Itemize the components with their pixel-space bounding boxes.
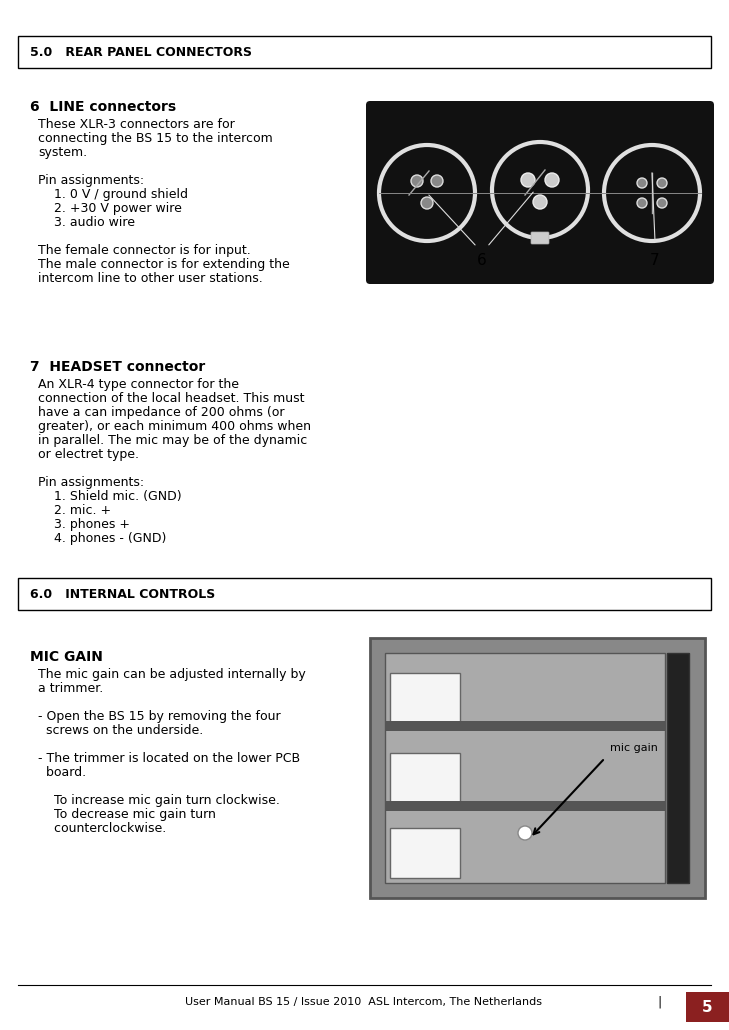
Text: |: | xyxy=(658,996,662,1008)
Text: counterclockwise.: counterclockwise. xyxy=(38,822,166,835)
Text: Pin assignments:: Pin assignments: xyxy=(38,174,144,187)
Text: The mic gain can be adjusted internally by: The mic gain can be adjusted internally … xyxy=(38,668,305,681)
Text: or electret type.: or electret type. xyxy=(38,448,139,461)
Text: connection of the local headset. This must: connection of the local headset. This mu… xyxy=(38,392,305,405)
FancyBboxPatch shape xyxy=(390,828,460,878)
FancyBboxPatch shape xyxy=(385,653,665,883)
Text: 2. mic. +: 2. mic. + xyxy=(38,504,111,517)
Text: The female connector is for input.: The female connector is for input. xyxy=(38,244,251,258)
Text: in parallel. The mic may be of the dynamic: in parallel. The mic may be of the dynam… xyxy=(38,434,307,447)
Text: To increase mic gain turn clockwise.: To increase mic gain turn clockwise. xyxy=(38,794,280,806)
FancyBboxPatch shape xyxy=(667,653,689,883)
FancyBboxPatch shape xyxy=(18,36,711,68)
Circle shape xyxy=(545,173,559,187)
Text: 5: 5 xyxy=(702,999,712,1015)
Text: 1. Shield mic. (GND): 1. Shield mic. (GND) xyxy=(38,490,182,503)
Text: have a can impedance of 200 ohms (or: have a can impedance of 200 ohms (or xyxy=(38,406,284,419)
Circle shape xyxy=(604,145,700,241)
Bar xyxy=(385,801,665,811)
Circle shape xyxy=(637,198,647,208)
FancyBboxPatch shape xyxy=(390,673,460,723)
Text: - Open the BS 15 by removing the four: - Open the BS 15 by removing the four xyxy=(38,710,281,723)
Circle shape xyxy=(533,195,547,209)
FancyBboxPatch shape xyxy=(18,578,711,610)
Circle shape xyxy=(657,198,667,208)
Text: User Manual BS 15 / Issue 2010  ASL Intercom, The Netherlands: User Manual BS 15 / Issue 2010 ASL Inter… xyxy=(185,997,542,1007)
Circle shape xyxy=(492,142,588,238)
FancyBboxPatch shape xyxy=(686,992,729,1022)
Text: 1. 0 V / ground shield: 1. 0 V / ground shield xyxy=(38,188,188,201)
Text: 7  HEADSET connector: 7 HEADSET connector xyxy=(30,360,206,374)
Circle shape xyxy=(411,175,423,187)
Text: 5.0   REAR PANEL CONNECTORS: 5.0 REAR PANEL CONNECTORS xyxy=(30,45,252,59)
Text: To decrease mic gain turn: To decrease mic gain turn xyxy=(38,808,216,821)
Circle shape xyxy=(518,826,532,840)
Bar xyxy=(385,721,665,731)
Text: 7: 7 xyxy=(650,253,660,268)
Text: greater), or each minimum 400 ohms when: greater), or each minimum 400 ohms when xyxy=(38,420,311,433)
FancyBboxPatch shape xyxy=(390,753,460,803)
Text: 6  LINE connectors: 6 LINE connectors xyxy=(30,100,176,114)
Circle shape xyxy=(637,178,647,188)
Text: 2. +30 V power wire: 2. +30 V power wire xyxy=(38,202,182,215)
Text: a trimmer.: a trimmer. xyxy=(38,682,104,695)
Text: - The trimmer is located on the lower PCB: - The trimmer is located on the lower PC… xyxy=(38,752,300,765)
Text: 6.0   INTERNAL CONTROLS: 6.0 INTERNAL CONTROLS xyxy=(30,587,215,600)
Circle shape xyxy=(421,197,433,209)
Text: The male connector is for extending the: The male connector is for extending the xyxy=(38,258,289,271)
FancyBboxPatch shape xyxy=(531,232,549,244)
Text: connecting the BS 15 to the intercom: connecting the BS 15 to the intercom xyxy=(38,132,273,145)
Circle shape xyxy=(614,154,690,231)
Circle shape xyxy=(502,152,578,228)
Text: 4. phones - (GND): 4. phones - (GND) xyxy=(38,533,166,545)
Text: MIC GAIN: MIC GAIN xyxy=(30,650,103,664)
FancyBboxPatch shape xyxy=(366,101,714,284)
Text: An XLR-4 type connector for the: An XLR-4 type connector for the xyxy=(38,378,239,391)
Circle shape xyxy=(389,154,465,231)
Circle shape xyxy=(521,173,535,187)
Text: Pin assignments:: Pin assignments: xyxy=(38,476,144,489)
Text: 6: 6 xyxy=(477,253,487,268)
Text: 3. audio wire: 3. audio wire xyxy=(38,216,135,229)
Text: 3. phones +: 3. phones + xyxy=(38,518,130,531)
Text: screws on the underside.: screws on the underside. xyxy=(38,724,203,737)
Text: mic gain: mic gain xyxy=(610,743,658,753)
Text: board.: board. xyxy=(38,766,86,779)
Text: system.: system. xyxy=(38,146,87,159)
FancyBboxPatch shape xyxy=(370,638,705,898)
Text: intercom line to other user stations.: intercom line to other user stations. xyxy=(38,272,262,285)
Circle shape xyxy=(379,145,475,241)
Circle shape xyxy=(657,178,667,188)
Circle shape xyxy=(431,175,443,187)
Text: These XLR-3 connectors are for: These XLR-3 connectors are for xyxy=(38,118,235,131)
